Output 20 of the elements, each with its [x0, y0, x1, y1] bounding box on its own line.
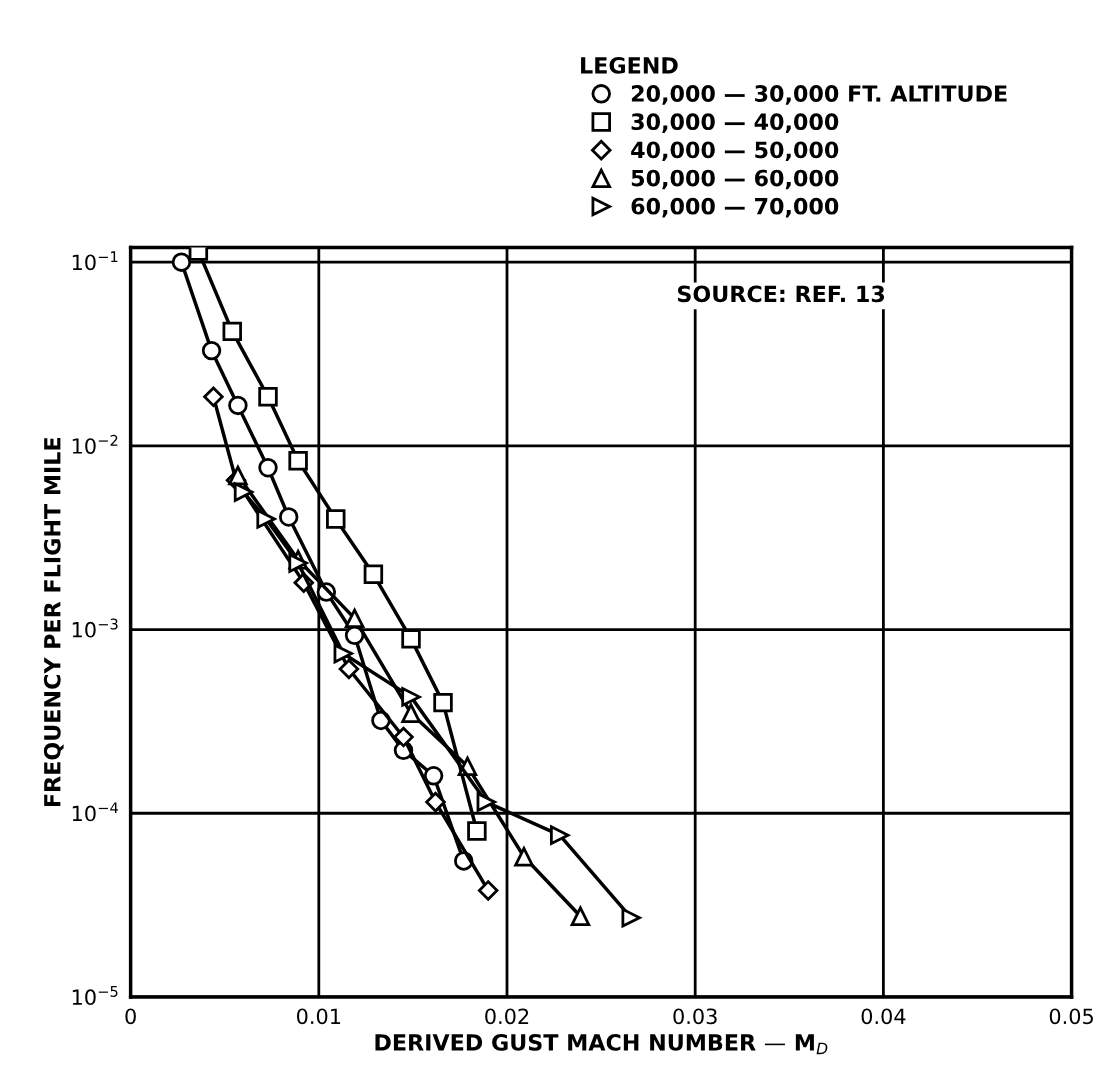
- y-tick-label: 10$^{−5}$: [72, 986, 118, 1006]
- x-axis-title: DERIVED GUST MACH NUMBER — M$_{D}$: [375, 1034, 828, 1055]
- annotation: SOURCE: REF. 13: [677, 285, 885, 303]
- x-tick-label: 0.05: [1049, 1008, 1093, 1025]
- x-tick-label: 0.04: [861, 1008, 906, 1025]
- legend-label: 60,000 — 70,000: [631, 197, 839, 218]
- y-axis-title: FREQUENCY PER FLIGHT MILE: [43, 438, 64, 807]
- legend-label: 30,000 — 40,000: [631, 113, 839, 133]
- x-tick-label: 0.02: [485, 1008, 529, 1025]
- legend-label: 40,000 — 50,000: [631, 141, 839, 162]
- y-tick-label: 10$^{−3}$: [72, 618, 118, 638]
- legend-label: 20,000 — 30,000 FT. ALTITUDE: [631, 85, 1007, 105]
- legend-label: 50,000 — 60,000: [631, 169, 839, 190]
- x-tick-label: 0.03: [673, 1008, 717, 1025]
- x-tick-label: 0: [125, 1008, 136, 1025]
- y-tick-label: 10$^{−4}$: [72, 802, 118, 822]
- y-tick-label: 10$^{−2}$: [72, 434, 118, 454]
- x-tick-label: 0.01: [297, 1008, 341, 1025]
- y-tick-label: 10$^{−1}$: [72, 251, 118, 271]
- legend-title: LEGEND: [581, 56, 678, 74]
